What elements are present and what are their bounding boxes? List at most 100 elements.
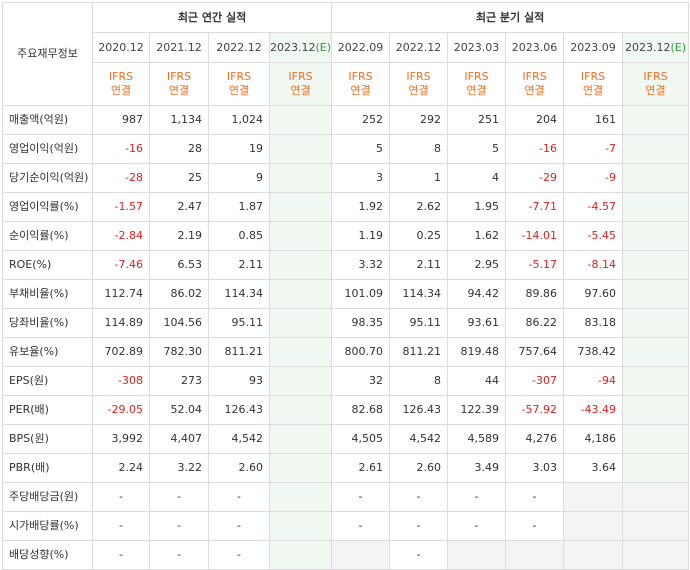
table-cell bbox=[622, 453, 690, 483]
table-cell bbox=[563, 540, 624, 570]
row-label: 영업이익률(%) bbox=[2, 192, 93, 222]
table-cell: 800.70 bbox=[331, 337, 391, 367]
table-cell: - bbox=[92, 511, 150, 541]
table-cell bbox=[268, 308, 333, 338]
row-label: 시가배당률(%) bbox=[2, 511, 93, 541]
table-cell: -29 bbox=[505, 163, 565, 193]
table-cell bbox=[622, 482, 690, 512]
table-cell bbox=[268, 134, 333, 164]
consolidated-label: 연결 bbox=[350, 84, 371, 97]
table-cell: 4,542 bbox=[389, 424, 449, 454]
table-cell: - bbox=[208, 482, 270, 512]
table-cell: - bbox=[149, 482, 209, 512]
table-cell bbox=[622, 424, 690, 454]
table-cell: 782.30 bbox=[149, 337, 209, 367]
table-cell: 273 bbox=[149, 366, 209, 396]
table-cell bbox=[622, 192, 690, 222]
table-cell: 5 bbox=[331, 134, 391, 164]
row-label: 배당성향(%) bbox=[2, 540, 93, 570]
table-cell bbox=[622, 337, 690, 367]
table-cell: 25 bbox=[149, 163, 209, 193]
row-label: EPS(원) bbox=[2, 366, 93, 396]
table-cell bbox=[268, 192, 333, 222]
ifrs-label: IFRS bbox=[580, 70, 606, 83]
table-cell bbox=[268, 482, 333, 512]
ifrs-header-0: IFRS 연결 bbox=[92, 62, 150, 106]
ifrs-label: IFRS bbox=[464, 70, 489, 83]
table-cell: - bbox=[389, 540, 449, 570]
table-cell: 4,186 bbox=[563, 424, 624, 454]
table-cell: 98.35 bbox=[331, 308, 391, 338]
estimate-marker: (E) bbox=[315, 40, 332, 54]
table-cell: 1.62 bbox=[447, 221, 507, 251]
ifrs-header-4: IFRS 연결 bbox=[331, 62, 391, 106]
table-cell bbox=[563, 511, 624, 541]
table-cell: 97.60 bbox=[563, 279, 624, 309]
table-row: 배당성향(%) - - - - bbox=[2, 540, 690, 570]
table-cell: 2.60 bbox=[389, 453, 449, 483]
table-cell: -308 bbox=[92, 366, 150, 396]
table-cell: 1,134 bbox=[149, 105, 209, 135]
table-cell: 2.19 bbox=[149, 221, 209, 251]
table-cell: -28 bbox=[92, 163, 150, 193]
consolidated-label: 연결 bbox=[110, 84, 132, 97]
ifrs-header-9: IFRS 연결 bbox=[622, 62, 690, 106]
table-row: EPS(원) -308 273 93 32 8 44 -307 -94 bbox=[2, 366, 690, 396]
table-cell: - bbox=[149, 511, 209, 541]
table-cell: 114.34 bbox=[208, 279, 270, 309]
table-cell bbox=[622, 366, 690, 396]
consolidated-label: 연결 bbox=[645, 84, 666, 97]
consolidated-label: 연결 bbox=[228, 84, 250, 97]
ifrs-label: IFRS bbox=[288, 70, 313, 83]
table-cell: -1.57 bbox=[92, 192, 150, 222]
period-header-7: 2023.06 bbox=[505, 32, 565, 63]
table-cell: 3.03 bbox=[505, 453, 565, 483]
table-cell: 292 bbox=[389, 105, 449, 135]
consolidated-label: 연결 bbox=[524, 84, 545, 97]
table-cell: 757.64 bbox=[505, 337, 565, 367]
table-cell bbox=[622, 511, 690, 541]
period-header-0: 2020.12 bbox=[92, 32, 150, 63]
table-row: 영업이익(억원) -16 28 19 5 8 5 -16 -7 bbox=[2, 134, 690, 164]
table-cell bbox=[268, 424, 333, 454]
consolidated-label: 연결 bbox=[168, 84, 190, 97]
period-header-5: 2022.12 bbox=[389, 32, 449, 63]
table-cell bbox=[447, 540, 507, 570]
row-label: ROE(%) bbox=[2, 250, 93, 280]
table-cell bbox=[268, 250, 333, 280]
table-cell: -7.46 bbox=[92, 250, 150, 280]
table-cell: - bbox=[331, 511, 391, 541]
table-row: 당좌비율(%) 114.89 104.56 95.11 98.35 95.11 93.61 8… bbox=[2, 308, 690, 338]
table-cell: - bbox=[92, 540, 150, 570]
ifrs-label: IFRS bbox=[108, 70, 134, 83]
table-cell bbox=[505, 540, 565, 570]
table-cell: - bbox=[447, 482, 507, 512]
table-cell: 1.92 bbox=[331, 192, 391, 222]
annual-results-header: 최근 연간 실적 bbox=[91, 2, 333, 33]
row-label: 순이익률(%) bbox=[2, 221, 93, 251]
table-row: 유보율(%) 702.89 782.30 811.21 800.70 811.21 819.… bbox=[2, 337, 690, 367]
table-row: 순이익률(%) -2.84 2.19 0.85 1.19 0.25 1.62 -14.01 -5… bbox=[2, 221, 690, 251]
estimate-marker: (E) bbox=[670, 40, 687, 54]
period-label: 2022.12 bbox=[216, 40, 262, 54]
table-cell: 738.42 bbox=[563, 337, 624, 367]
table-cell: -57.92 bbox=[505, 395, 565, 425]
table-cell: 52.04 bbox=[149, 395, 209, 425]
table-cell: 987 bbox=[92, 105, 150, 135]
table-cell: 702.89 bbox=[92, 337, 150, 367]
table-row: 당기순이익(억원) -28 25 9 3 1 4 -29 -9 bbox=[2, 163, 690, 193]
table-cell: - bbox=[447, 511, 507, 541]
table-cell: 4,505 bbox=[331, 424, 391, 454]
table-cell: 94.42 bbox=[447, 279, 507, 309]
row-label: 유보율(%) bbox=[2, 337, 93, 367]
table-cell: -16 bbox=[505, 134, 565, 164]
consolidated-label: 연결 bbox=[290, 84, 311, 97]
table-cell bbox=[622, 221, 690, 251]
table-cell: 104.56 bbox=[149, 308, 209, 338]
table-cell: - bbox=[331, 482, 391, 512]
period-label: 2023.06 bbox=[511, 40, 558, 54]
table-cell: 2.61 bbox=[331, 453, 391, 483]
table-cell: -5.45 bbox=[563, 221, 624, 251]
period-header-4: 2022.09 bbox=[331, 32, 391, 63]
